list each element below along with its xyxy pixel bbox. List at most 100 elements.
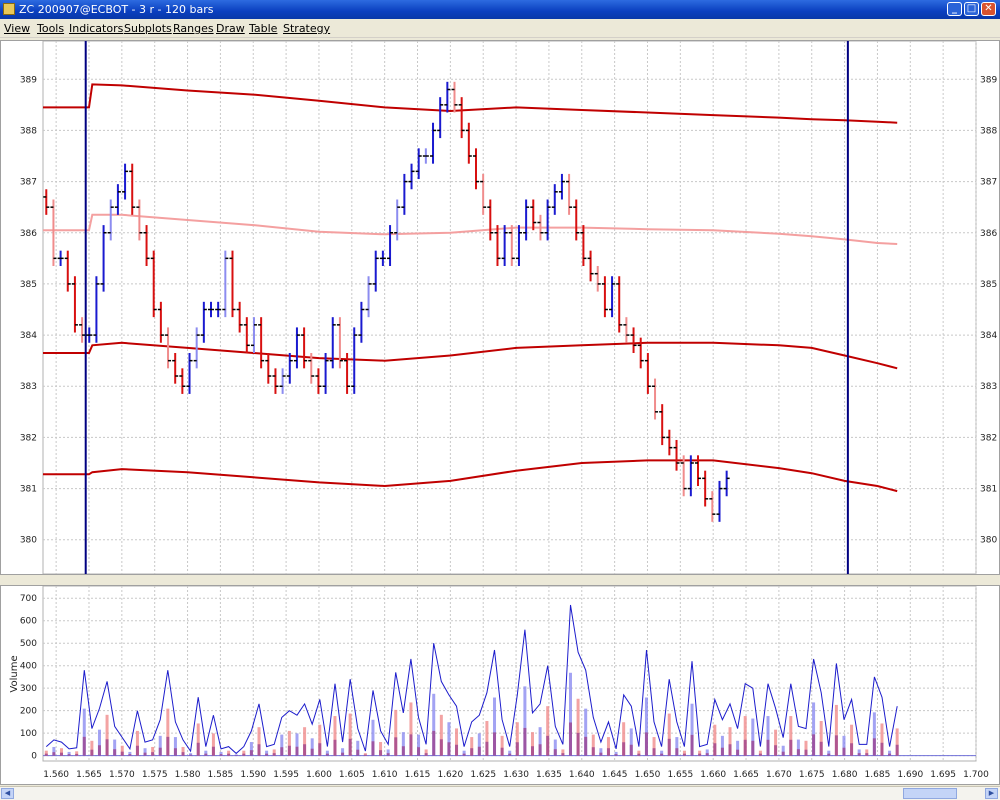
volume-bar: [196, 723, 200, 756]
maximize-button[interactable]: □: [964, 2, 979, 16]
scroll-left-arrow-icon[interactable]: ◀: [1, 788, 14, 799]
volume-xtick: 1.695: [930, 770, 956, 780]
volume-bar: [90, 740, 94, 756]
volume-xtick: 1.575: [142, 770, 168, 780]
volume-bar: [720, 735, 724, 756]
volume-bar: [629, 728, 633, 756]
volume-xtick: 1.685: [865, 770, 891, 780]
volume-bar: [462, 750, 466, 756]
volume-bar-inner: [523, 727, 527, 756]
volume-bar-inner: [287, 745, 291, 756]
price-ytick-right: 385: [980, 280, 997, 290]
horizontal-scrollbar[interactable]: ◀ ▶: [0, 786, 1000, 800]
volume-bar: [325, 750, 329, 756]
volume-bar-inner: [568, 722, 572, 756]
volume-bar-inner: [477, 746, 481, 756]
volume-bar: [348, 713, 352, 756]
volume-bar-inner: [538, 744, 542, 756]
volume-xtick: 1.665: [733, 770, 759, 780]
volume-panel[interactable]: 0 100 200 300 400 500 600 700 1.560 1.565 1.570 1.5…: [0, 585, 1000, 785]
volume-xtick: 1.585: [208, 770, 234, 780]
volume-bar-inner: [303, 744, 307, 756]
volume-bar: [82, 708, 86, 756]
volume-bar-inner: [614, 754, 618, 756]
volume-bar-inner: [249, 750, 253, 756]
middle-band-line: [43, 213, 898, 245]
volume-bar-inner: [774, 745, 778, 756]
volume-bar-inner: [850, 743, 854, 756]
volume-bar: [774, 729, 778, 756]
menu-subplots[interactable]: Subplots: [124, 22, 172, 35]
price-ytick-left: 383: [20, 382, 37, 392]
volume-xtick: 1.690: [897, 770, 923, 780]
volume-bar-inner: [888, 753, 892, 756]
volume-bar-inner: [363, 754, 367, 756]
volume-bar: [751, 718, 755, 756]
volume-xtick: 1.560: [43, 770, 69, 780]
volume-bar: [493, 697, 497, 756]
volume-bar: [705, 749, 709, 756]
volume-bar: [409, 702, 413, 756]
volume-xtick: 1.595: [273, 770, 299, 780]
volume-bar-inner: [576, 732, 580, 756]
scroll-thumb[interactable]: [903, 788, 957, 799]
price-ytick-left: 386: [20, 229, 37, 239]
volume-bar-inner: [432, 730, 436, 756]
volume-bar-inner: [865, 753, 869, 756]
volume-bar: [834, 704, 838, 756]
price-ytick-right: 383: [980, 382, 997, 392]
scroll-right-arrow-icon[interactable]: ▶: [985, 788, 998, 799]
volume-bar: [363, 753, 367, 756]
close-button[interactable]: ✕: [981, 2, 996, 16]
volume-bar-inner: [204, 753, 208, 756]
volume-bar-inner: [181, 752, 185, 756]
volume-bar: [128, 751, 132, 756]
volume-bar: [796, 739, 800, 756]
menu-view[interactable]: View: [4, 22, 31, 35]
volume-bar: [52, 746, 56, 756]
volume-chart[interactable]: 0 100 200 300 400 500 600 700 1.560 1.565 1.570 1.5…: [1, 585, 999, 784]
menu-ranges[interactable]: Ranges: [173, 22, 214, 35]
price-ytick-right: 381: [980, 485, 997, 495]
volume-bar: [857, 749, 861, 756]
price-chart[interactable]: 380 380 381 381 382 382 383 383 384 384 385 385 386 3…: [1, 40, 999, 575]
volume-bar-inner: [211, 746, 215, 756]
price-panel[interactable]: 380 380 381 381 382 382 383 383 384 384 385 385 386 3…: [0, 40, 1000, 575]
volume-bar: [895, 728, 899, 756]
volume-bar-inner: [819, 741, 823, 756]
volume-bar: [158, 735, 162, 756]
price-ytick-left: 388: [20, 126, 37, 136]
volume-bar-inner: [394, 737, 398, 756]
volume-bar-inner: [766, 739, 770, 756]
price-ytick-right: 387: [980, 178, 997, 188]
menu-draw[interactable]: Draw: [216, 22, 245, 35]
volume-bar: [424, 749, 428, 756]
volume-bar-inner: [280, 747, 284, 756]
volume-xtick: 1.570: [109, 770, 135, 780]
volume-bar-inner: [515, 742, 519, 756]
volume-bar-inner: [758, 753, 762, 756]
volume-bar: [781, 745, 785, 756]
volume-bar: [758, 750, 762, 756]
menu-tools[interactable]: Tools: [37, 22, 65, 35]
volume-xtick: 1.590: [240, 770, 266, 780]
volume-ytick: 400: [20, 662, 37, 672]
menu-indicators[interactable]: Indicators: [69, 22, 124, 35]
volume-bar-inner: [341, 752, 345, 756]
volume-bar: [379, 742, 383, 756]
volume-bar-inner: [834, 735, 838, 756]
volume-bar-inner: [52, 752, 56, 756]
volume-bar-inner: [781, 751, 785, 756]
volume-bar-inner: [584, 736, 588, 756]
volume-bar-inner: [379, 750, 383, 756]
volume-bar: [113, 739, 117, 756]
menu-table[interactable]: Table: [249, 22, 278, 35]
price-ytick-left: 389: [20, 75, 37, 85]
volume-bar-inner: [720, 747, 724, 756]
minimize-button[interactable]: _: [947, 2, 962, 16]
volume-bar: [812, 702, 816, 756]
menu-strategy[interactable]: Strategy: [283, 22, 331, 35]
volume-bar: [234, 754, 238, 756]
volume-bar: [713, 724, 717, 756]
volume-bar-inner: [705, 753, 709, 756]
